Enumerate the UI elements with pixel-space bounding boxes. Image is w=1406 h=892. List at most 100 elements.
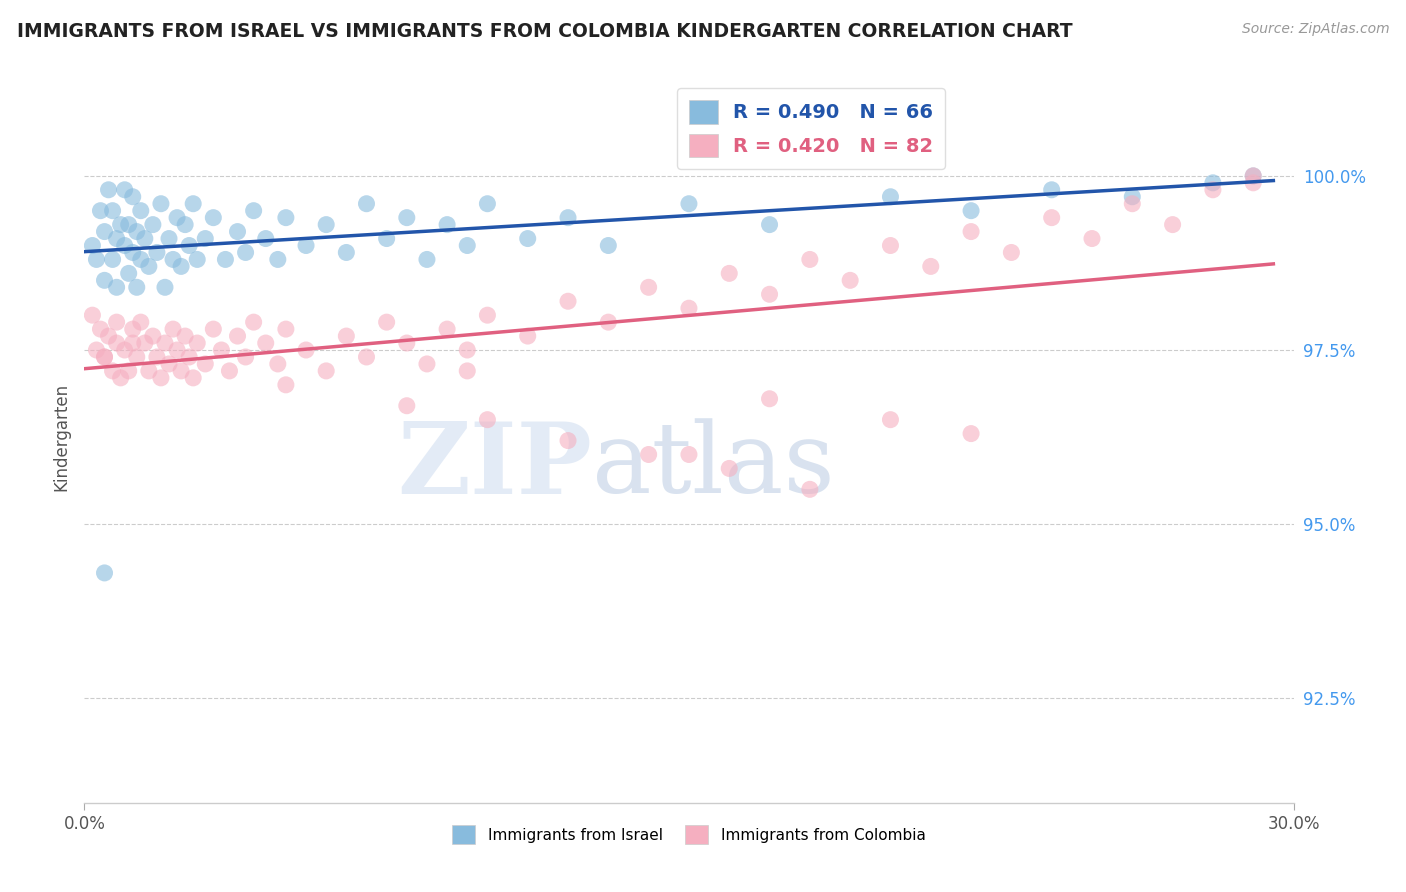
Point	[153, 336, 176, 351]
Point	[598, 315, 620, 329]
Point	[1040, 211, 1063, 225]
Point	[89, 203, 111, 218]
Point	[1081, 231, 1104, 245]
Point	[153, 280, 176, 294]
Point	[181, 196, 204, 211]
Point	[121, 322, 143, 336]
Point	[718, 461, 741, 475]
Point	[134, 231, 156, 245]
Point	[146, 350, 169, 364]
Point	[758, 392, 780, 406]
Y-axis label: Kindergarten: Kindergarten	[52, 383, 70, 491]
Point	[395, 336, 418, 351]
Point	[436, 218, 458, 232]
Point	[166, 343, 188, 357]
Point	[105, 315, 128, 329]
Point	[879, 412, 901, 426]
Point	[477, 196, 499, 211]
Point	[1121, 196, 1143, 211]
Point	[799, 483, 821, 497]
Text: Source: ZipAtlas.com: Source: ZipAtlas.com	[1241, 22, 1389, 37]
Point	[101, 364, 124, 378]
Point	[121, 245, 143, 260]
Point	[142, 218, 165, 232]
Point	[89, 322, 111, 336]
Point	[960, 225, 983, 239]
Point	[557, 211, 579, 225]
Point	[315, 364, 337, 378]
Point	[218, 364, 240, 378]
Point	[295, 343, 318, 357]
Point	[456, 238, 478, 252]
Point	[97, 329, 120, 343]
Point	[105, 336, 128, 351]
Point	[194, 357, 217, 371]
Point	[1040, 183, 1063, 197]
Point	[235, 245, 257, 260]
Point	[146, 245, 169, 260]
Point	[235, 350, 257, 364]
Point	[125, 350, 148, 364]
Point	[101, 203, 124, 218]
Point	[477, 308, 499, 322]
Point	[125, 225, 148, 239]
Point	[138, 364, 160, 378]
Point	[598, 238, 620, 252]
Point	[879, 190, 901, 204]
Point	[799, 252, 821, 267]
Point	[416, 357, 439, 371]
Point	[267, 252, 290, 267]
Point	[86, 252, 108, 267]
Point	[356, 196, 378, 211]
Point	[395, 399, 418, 413]
Point	[295, 238, 318, 252]
Point	[1241, 169, 1264, 183]
Point	[214, 252, 236, 267]
Point	[678, 301, 700, 316]
Point	[142, 329, 165, 343]
Point	[335, 245, 357, 260]
Point	[557, 294, 579, 309]
Point	[315, 218, 337, 232]
Point	[121, 336, 143, 351]
Point	[110, 218, 132, 232]
Point	[121, 190, 143, 204]
Point	[118, 218, 141, 232]
Point	[186, 252, 208, 267]
Point	[356, 350, 378, 364]
Text: ZIP: ZIP	[398, 417, 592, 515]
Point	[254, 231, 277, 245]
Point	[1121, 190, 1143, 204]
Point	[129, 315, 152, 329]
Point	[105, 231, 128, 245]
Point	[186, 336, 208, 351]
Point	[960, 203, 983, 218]
Point	[149, 371, 172, 385]
Point	[254, 336, 277, 351]
Point	[162, 322, 184, 336]
Point	[416, 252, 439, 267]
Point	[114, 183, 136, 197]
Point	[226, 225, 249, 239]
Point	[174, 218, 197, 232]
Point	[93, 350, 115, 364]
Point	[477, 412, 499, 426]
Point	[1202, 183, 1225, 197]
Point	[93, 273, 115, 287]
Point	[242, 203, 264, 218]
Point	[179, 238, 201, 252]
Point	[242, 315, 264, 329]
Point	[267, 357, 290, 371]
Point	[93, 566, 115, 580]
Point	[194, 231, 217, 245]
Point	[1241, 169, 1264, 183]
Text: IMMIGRANTS FROM ISRAEL VS IMMIGRANTS FROM COLOMBIA KINDERGARTEN CORRELATION CHAR: IMMIGRANTS FROM ISRAEL VS IMMIGRANTS FRO…	[17, 22, 1073, 41]
Point	[157, 231, 180, 245]
Point	[209, 343, 232, 357]
Legend: Immigrants from Israel, Immigrants from Colombia: Immigrants from Israel, Immigrants from …	[446, 819, 932, 850]
Point	[678, 196, 700, 211]
Point	[105, 280, 128, 294]
Point	[274, 322, 297, 336]
Point	[181, 371, 204, 385]
Point	[678, 448, 700, 462]
